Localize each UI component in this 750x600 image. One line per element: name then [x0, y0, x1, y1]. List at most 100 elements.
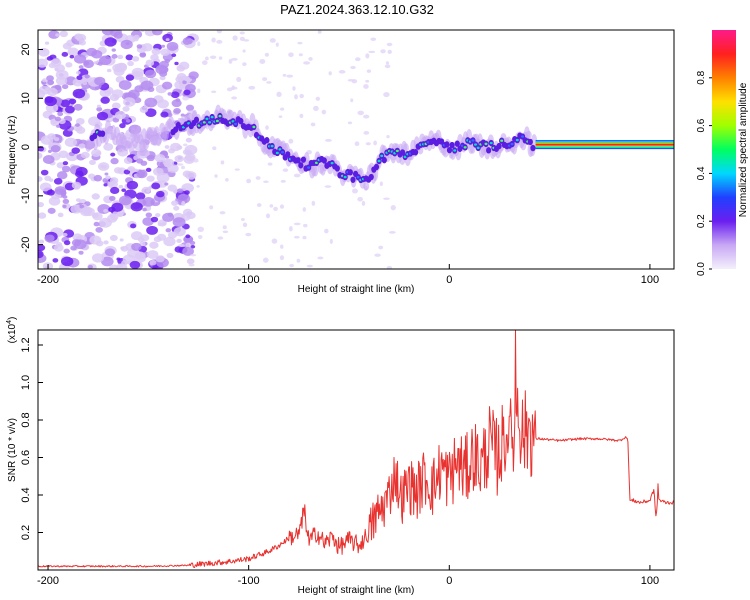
- noise-speckle: [296, 258, 301, 263]
- noise-speckle: [47, 207, 56, 214]
- svg-text:0: 0: [446, 575, 452, 587]
- ridge-core: [100, 130, 106, 137]
- ridge-core: [454, 140, 460, 147]
- ridge-peak: [500, 139, 504, 142]
- noise-speckle: [64, 105, 75, 114]
- noise-speckle: [62, 232, 68, 237]
- noise-speckle: [42, 78, 48, 83]
- noise-speckle: [137, 237, 145, 243]
- noise-speckle: [121, 260, 129, 266]
- noise-speckle: [280, 179, 286, 183]
- noise-speckle: [98, 217, 112, 228]
- noise-speckle: [269, 38, 276, 43]
- snr-frame: [37, 329, 675, 571]
- noise-speckle: [77, 68, 89, 77]
- noise-speckle: [88, 173, 96, 179]
- svg-text:10: 10: [20, 92, 32, 104]
- noise-speckle: [219, 211, 226, 215]
- noise-speckle: [78, 40, 86, 46]
- ridge-core: [486, 147, 492, 154]
- noise-speckle: [73, 103, 83, 111]
- noise-speckle: [216, 30, 222, 34]
- noise-speckle: [123, 97, 136, 107]
- noise-speckle: [44, 96, 57, 107]
- noise-speckle: [78, 143, 86, 149]
- spectrogram-x-label: Height of straight line (km): [298, 284, 415, 295]
- svg-text:0: 0: [446, 274, 452, 286]
- noise-speckle: [38, 212, 47, 219]
- ridge-peak: [202, 121, 206, 124]
- noise-speckle: [190, 253, 197, 257]
- ridge-peak: [377, 159, 381, 163]
- noise-speckle: [89, 235, 102, 245]
- noise-speckle: [127, 89, 140, 99]
- noise-speckle: [184, 144, 198, 155]
- noise-speckle: [177, 188, 184, 194]
- noise-speckle: [82, 81, 88, 86]
- noise-speckle: [127, 60, 134, 67]
- svg-text:0.0: 0.0: [696, 262, 707, 276]
- snr-y-ticks: 0.2 0.4 0.6 0.8 1.0 1.2: [20, 337, 43, 540]
- noise-speckle: [74, 33, 83, 40]
- noise-speckle: [176, 163, 184, 166]
- noise-speckle: [303, 61, 311, 65]
- noise-speckle: [159, 60, 170, 69]
- noise-speckle: [117, 54, 124, 60]
- noise-speckle: [63, 248, 70, 254]
- noise-speckle: [302, 207, 307, 212]
- noise-speckle: [218, 56, 223, 60]
- noise-speckle: [110, 157, 119, 165]
- noise-speckle: [234, 168, 240, 171]
- colorbar-bar: [712, 30, 736, 269]
- spectrogram-x-tick: -100: [238, 264, 260, 286]
- noise-speckle: [120, 246, 125, 250]
- noise-speckle: [173, 205, 180, 211]
- noise-speckle: [108, 264, 120, 269]
- noise-speckle: [60, 256, 74, 267]
- noise-speckle: [255, 176, 261, 180]
- noise-speckle: [197, 226, 204, 232]
- ridge-peak: [510, 142, 514, 146]
- noise-speckle: [58, 150, 69, 159]
- noise-speckle: [182, 80, 187, 85]
- noise-speckle: [91, 149, 102, 158]
- noise-speckle: [121, 188, 127, 193]
- noise-speckle: [351, 79, 358, 84]
- ridge-core: [399, 149, 406, 156]
- noise-speckle: [354, 141, 360, 146]
- svg-text:0.4: 0.4: [20, 487, 32, 502]
- snr-x-tick: -100: [238, 565, 260, 587]
- noise-speckle: [53, 244, 64, 252]
- noise-speckle: [176, 64, 186, 72]
- noise-speckle: [288, 226, 293, 232]
- noise-speckle: [216, 39, 223, 44]
- noise-speckle: [385, 61, 390, 65]
- noise-speckle: [130, 202, 143, 212]
- noise-speckle: [156, 190, 165, 198]
- noise-speckle: [46, 87, 58, 97]
- noise-speckle: [47, 149, 52, 153]
- snr-y-tick: 1.0: [20, 375, 43, 390]
- noise-speckle: [140, 80, 154, 91]
- svg-text:0.4: 0.4: [696, 166, 707, 180]
- noise-speckle: [263, 180, 269, 183]
- noise-speckle: [170, 91, 180, 99]
- ridge-peak: [380, 154, 384, 158]
- snr-x-ticks: -200 -100 0 100: [37, 565, 659, 587]
- noise-speckle: [68, 98, 77, 105]
- noise-speckle: [308, 57, 313, 61]
- chart-title: PAZ1.2024.363.12.10.G32: [280, 2, 434, 17]
- noise-speckle: [110, 152, 116, 157]
- ridge-halo: [363, 182, 370, 191]
- noise-speckle: [280, 244, 284, 249]
- ridge-peak: [234, 122, 238, 126]
- noise-speckle: [136, 169, 148, 179]
- noise-speckle: [324, 228, 329, 234]
- noise-speckle: [142, 197, 155, 207]
- noise-speckle: [62, 198, 70, 204]
- noise-speckle: [44, 41, 50, 45]
- noise-speckle: [355, 57, 361, 62]
- noise-speckle: [111, 89, 124, 99]
- noise-speckle: [133, 37, 139, 42]
